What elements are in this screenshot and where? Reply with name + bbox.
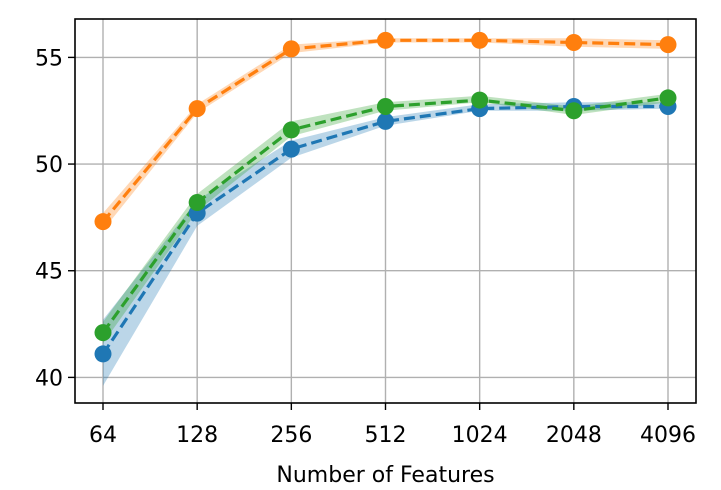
data-point <box>282 121 300 139</box>
data-point <box>471 31 489 49</box>
data-point <box>659 36 677 54</box>
data-point <box>282 40 300 58</box>
y-tick-label: 55 <box>35 46 63 71</box>
data-point <box>377 112 394 130</box>
series-band <box>103 102 668 386</box>
data-point <box>565 102 583 120</box>
x-tick-label: 1024 <box>452 423 508 448</box>
data-point <box>659 89 677 107</box>
data-point <box>377 31 394 49</box>
x-tick-label: 64 <box>89 423 117 448</box>
y-tick-label: 50 <box>35 153 63 178</box>
y-tick-label: 45 <box>35 260 63 285</box>
x-tick-label: 128 <box>176 423 218 448</box>
data-point <box>565 33 583 51</box>
data-point <box>94 345 112 363</box>
x-tick-label: 4096 <box>640 423 696 448</box>
axis-ticks: 64 128 256 512 1024 2048 4096 40 45 50 55 <box>35 46 696 448</box>
data-point <box>188 100 206 118</box>
data-point <box>94 213 112 231</box>
data-point <box>188 193 206 211</box>
series-markers <box>94 31 677 363</box>
grid-lines <box>75 19 696 403</box>
x-tick-label: 512 <box>365 423 407 448</box>
x-axis-title: Number of Features <box>276 463 494 488</box>
x-tick-label: 256 <box>270 423 312 448</box>
data-point <box>377 97 394 115</box>
data-point <box>471 91 489 109</box>
x-tick-label: 2048 <box>546 423 602 448</box>
data-point <box>282 140 300 158</box>
data-point <box>94 324 112 342</box>
confidence-bands <box>103 38 668 386</box>
y-tick-label: 40 <box>35 366 63 391</box>
